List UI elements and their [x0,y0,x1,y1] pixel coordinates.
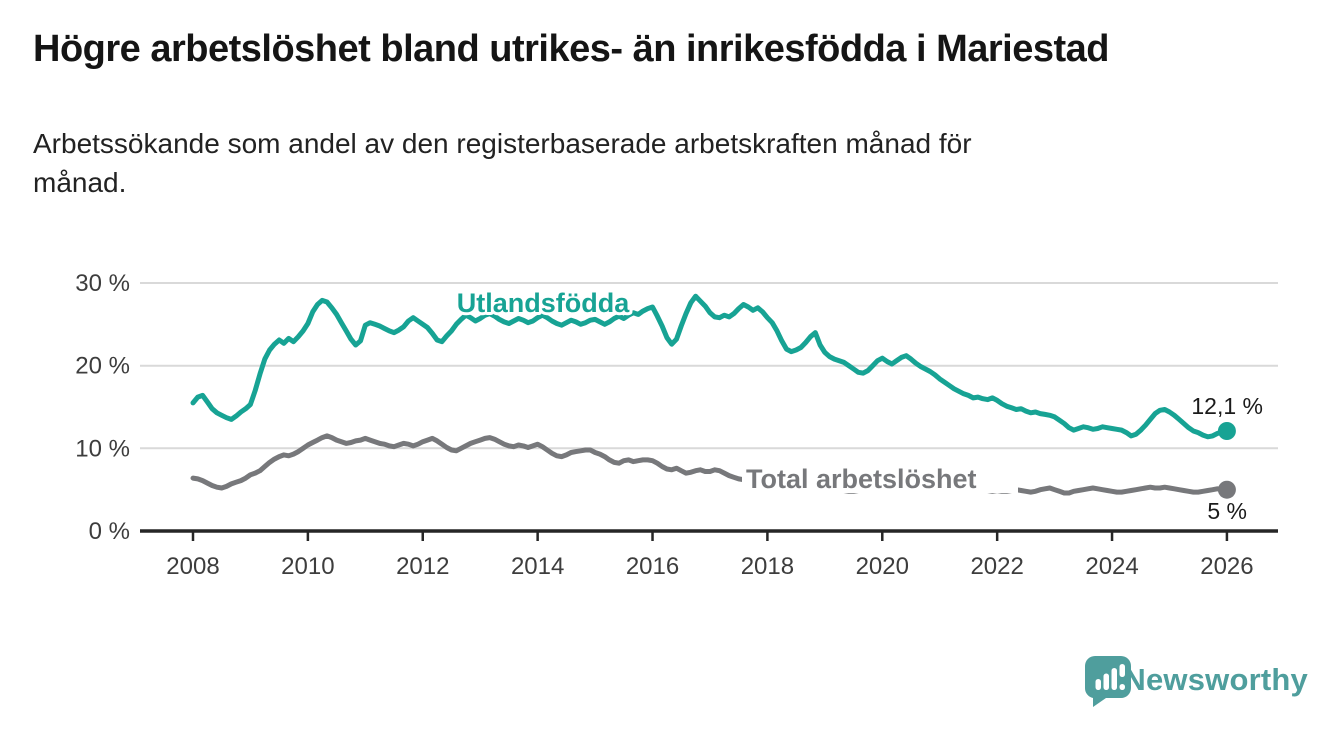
end-value-labels: 12,1 % 5 % [1189,391,1266,527]
newsworthy-logo-text: Newsworthy [1123,662,1308,697]
newsworthy-logo: Newsworthy [0,654,1308,706]
x-axis: 2008 2010 2012 2014 2016 2018 2020 2022 2024 2026 [140,529,1278,580]
series-label-utlandsfodda: Utlandsfödda [457,288,630,318]
x-tick-label-2010: 2010 [281,553,334,580]
gridlines [140,282,1278,450]
label-mask [742,463,1018,493]
x-tick-label-2016: 2016 [626,553,679,580]
series-lines [190,293,1230,496]
series-labels: Utlandsfödda Total arbetslöshet [454,285,1018,497]
x-tick-label-2018: 2018 [741,553,794,580]
x-tick-label-2008: 2008 [166,553,219,580]
x-tick-label-2022: 2022 [970,553,1023,580]
chart-subtitle-line2: månad. [33,167,127,198]
y-tick-0: 0 % [89,518,130,545]
chart-subtitle-line1: Arbetssökande som andel av den registerb… [33,128,972,159]
line-total [190,433,1230,496]
x-tick-label-2014: 2014 [511,553,564,580]
end-dot-total [1217,480,1236,499]
logo-exclamation-bar [1119,664,1125,677]
series-end-dots [1217,422,1236,499]
end-label-total: 5 % [1207,498,1247,524]
y-tick-20: 20 % [75,353,130,380]
y-tick-10: 10 % [75,435,130,462]
logo-bar-tall [1111,668,1117,690]
end-label-utlandsfodda: 12,1 % [1191,393,1263,419]
end-dot-utlandsfodda [1217,422,1236,440]
logo-bar-medium [1103,673,1109,690]
newsworthy-logo-icon [1085,656,1131,707]
x-tick-label-2024: 2024 [1085,553,1138,580]
x-tick-label-2012: 2012 [396,553,449,580]
series-label-total: Total arbetslöshet [746,464,977,494]
line-utlandsfodda [190,293,1230,440]
x-tick-label-2026: 2026 [1200,553,1253,580]
x-tick-label-2020: 2020 [856,553,909,580]
y-axis: 30 % 20 % 10 % 0 % [75,270,130,545]
page-title: Högre arbetslöshet bland utrikes- än inr… [33,28,1110,70]
logo-exclamation-dot [1119,684,1125,690]
y-tick-30: 30 % [75,270,130,297]
logo-bar-small [1095,679,1101,690]
